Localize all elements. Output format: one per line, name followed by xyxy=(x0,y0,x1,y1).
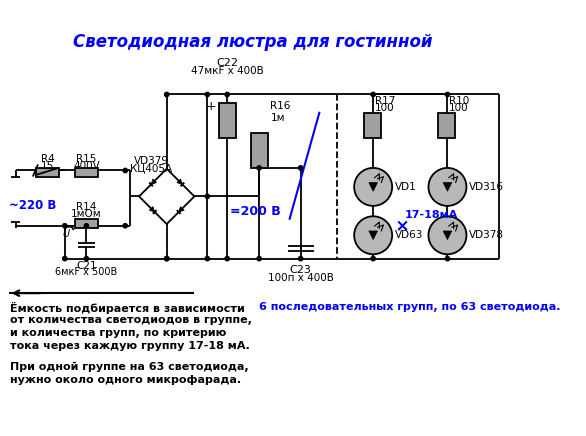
Text: +: + xyxy=(205,100,216,113)
Circle shape xyxy=(428,216,466,254)
Text: 100: 100 xyxy=(449,103,469,113)
Text: R17: R17 xyxy=(375,96,396,106)
Polygon shape xyxy=(179,207,184,212)
Circle shape xyxy=(371,256,375,261)
Circle shape xyxy=(225,92,229,97)
Polygon shape xyxy=(369,231,377,240)
Text: 400V: 400V xyxy=(73,161,100,171)
Text: VD316: VD316 xyxy=(469,182,504,192)
Circle shape xyxy=(445,92,449,97)
Circle shape xyxy=(205,194,209,198)
Circle shape xyxy=(84,256,88,261)
Polygon shape xyxy=(443,183,452,191)
Polygon shape xyxy=(151,179,156,184)
Text: и количества групп, по критерию: и количества групп, по критерию xyxy=(11,328,227,338)
Text: 100п х 400В: 100п х 400В xyxy=(268,272,333,283)
Bar xyxy=(75,168,98,177)
Circle shape xyxy=(428,168,466,206)
Text: R16
1м: R16 1м xyxy=(270,101,291,123)
Polygon shape xyxy=(177,179,182,184)
Text: U: U xyxy=(62,228,69,238)
Polygon shape xyxy=(149,207,155,212)
Circle shape xyxy=(298,166,303,170)
Text: 17-18мА: 17-18мА xyxy=(404,211,458,221)
Circle shape xyxy=(225,256,229,261)
Text: нужно около одного микрофарада.: нужно около одного микрофарада. xyxy=(11,375,241,385)
Text: КЦ405А: КЦ405А xyxy=(130,164,172,174)
Circle shape xyxy=(123,224,127,228)
Bar xyxy=(250,133,268,168)
Text: При одной группе на 63 светодиода,: При одной группе на 63 светодиода, xyxy=(11,362,249,372)
Circle shape xyxy=(354,168,392,206)
Text: R4: R4 xyxy=(40,154,54,164)
Text: 1мОм: 1мОм xyxy=(71,209,102,219)
Text: ~220 В: ~220 В xyxy=(9,198,56,211)
Polygon shape xyxy=(369,183,377,191)
Circle shape xyxy=(123,168,127,173)
Circle shape xyxy=(257,166,261,170)
Circle shape xyxy=(298,256,303,261)
Circle shape xyxy=(445,256,449,261)
Circle shape xyxy=(257,256,261,261)
Text: R10: R10 xyxy=(449,96,469,106)
Circle shape xyxy=(371,92,375,97)
Text: VD378: VD378 xyxy=(469,230,504,240)
Text: 100: 100 xyxy=(375,103,394,113)
Text: VD63: VD63 xyxy=(395,230,423,240)
Text: 15: 15 xyxy=(41,161,54,171)
Bar xyxy=(364,113,381,138)
Bar xyxy=(36,168,59,177)
Text: 6 последовательных групп, по 63 светодиода.: 6 последовательных групп, по 63 светодио… xyxy=(259,302,561,312)
Text: 6мкF х 500В: 6мкF х 500В xyxy=(55,267,118,277)
Text: R15: R15 xyxy=(76,154,97,164)
Text: Светодиодная люстра для гостинной: Светодиодная люстра для гостинной xyxy=(73,33,433,51)
Bar xyxy=(75,219,98,228)
Circle shape xyxy=(205,92,209,97)
Circle shape xyxy=(63,256,67,261)
Polygon shape xyxy=(443,231,452,240)
Text: VD1: VD1 xyxy=(395,182,417,192)
Circle shape xyxy=(205,256,209,261)
Text: Ёмкость подбирается в зависимости: Ёмкость подбирается в зависимости xyxy=(11,302,245,314)
Bar xyxy=(438,113,455,138)
Circle shape xyxy=(165,92,169,97)
Circle shape xyxy=(165,256,169,261)
Text: C21: C21 xyxy=(76,260,97,270)
Text: C23: C23 xyxy=(289,265,312,275)
Bar xyxy=(219,103,236,138)
Circle shape xyxy=(354,216,392,254)
Text: R14: R14 xyxy=(76,202,97,212)
Circle shape xyxy=(63,224,67,228)
Text: =200 В: =200 В xyxy=(230,204,281,218)
Text: тока через каждую группу 17-18 мА.: тока через каждую группу 17-18 мА. xyxy=(11,341,250,351)
Text: VD379: VD379 xyxy=(134,156,169,166)
Text: 47мкF х 400В: 47мкF х 400В xyxy=(191,66,264,76)
Circle shape xyxy=(84,224,88,228)
Text: от количества светодиодов в группе,: от количества светодиодов в группе, xyxy=(11,315,252,325)
Text: C22: C22 xyxy=(216,58,238,68)
Circle shape xyxy=(165,256,169,261)
